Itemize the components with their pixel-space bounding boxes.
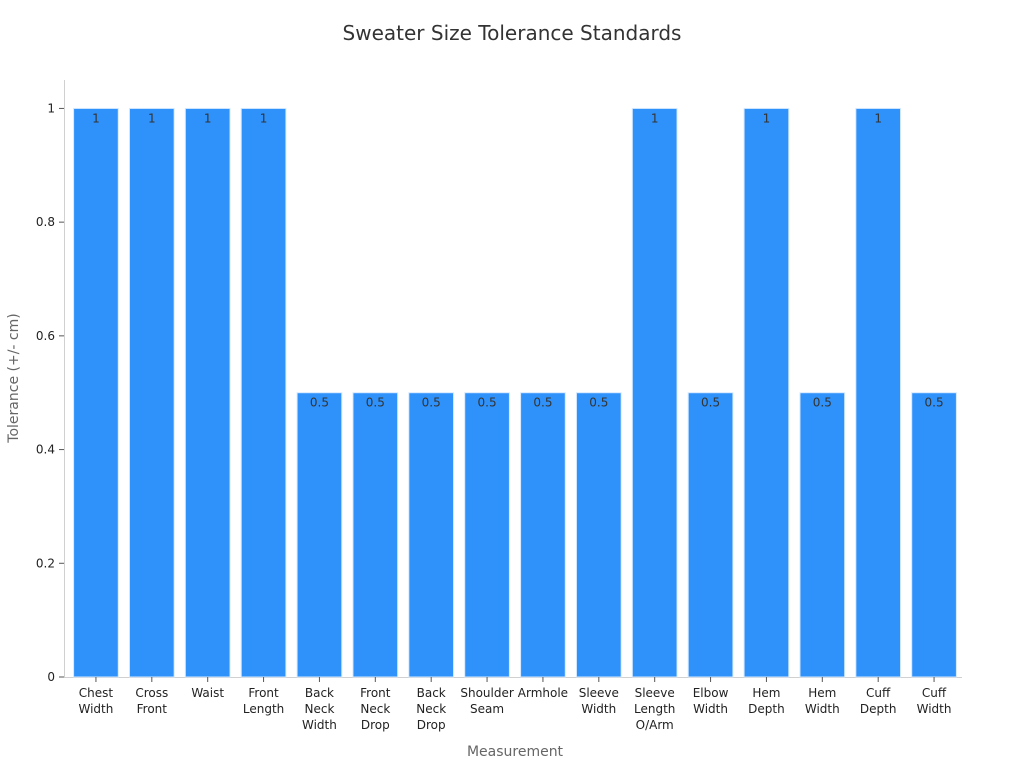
- data-label: 1: [763, 111, 771, 125]
- x-tick-label: Back Neck Width: [302, 686, 337, 732]
- data-label: 0.5: [701, 396, 720, 410]
- x-tick-label: Front Length: [243, 686, 284, 716]
- bar: [73, 107, 119, 678]
- y-tick-label: 0.4: [36, 443, 55, 457]
- x-tick-label: Back Neck Drop: [416, 686, 446, 732]
- data-label: 1: [651, 111, 659, 125]
- y-tick-label: 1: [47, 101, 55, 115]
- bar: [575, 392, 622, 678]
- x-tick-label: Cross Front: [135, 686, 168, 716]
- data-label: 1: [92, 111, 100, 125]
- bar: [408, 392, 455, 678]
- data-label: 0.5: [589, 396, 608, 410]
- data-label: 1: [204, 111, 212, 125]
- data-label: 0.5: [310, 396, 329, 410]
- bar: [855, 107, 902, 678]
- y-tick-label: 0.2: [36, 556, 55, 570]
- y-axis-title: Tolerance (+/- cm): [6, 313, 22, 443]
- data-label: 0.5: [533, 396, 552, 410]
- data-label: 1: [260, 111, 268, 125]
- bar: [296, 392, 343, 678]
- x-tick-label: Front Neck Drop: [360, 686, 391, 732]
- data-label: 0.5: [422, 396, 441, 410]
- y-tick-label: 0.8: [36, 215, 55, 229]
- x-tick-label: Shoulder Seam: [460, 686, 514, 716]
- x-tick-label: Cuff Depth: [860, 686, 897, 716]
- bars: [73, 107, 957, 678]
- bar: [687, 392, 734, 678]
- x-tick-label: Hem Width: [805, 686, 840, 716]
- bar: [352, 392, 399, 678]
- x-tick-label: Hem Depth: [748, 686, 785, 716]
- x-tick-label: Sleeve Width: [579, 686, 619, 716]
- bar: [464, 392, 510, 678]
- bar: [520, 392, 566, 678]
- bar: [631, 107, 678, 678]
- bar: [799, 392, 846, 678]
- x-tick-label: Sleeve Length O/Arm: [634, 686, 675, 732]
- bar: [743, 107, 790, 678]
- x-axis-title: Measurement: [467, 744, 564, 760]
- bar: [240, 107, 287, 678]
- x-tick-label: Chest Width: [79, 686, 114, 716]
- data-labels: 1 1 1 1 0.5 0.5 0.5 0.5 0.5 0.5 1 0.5 1 0.5 1 0.5: [92, 111, 943, 409]
- data-label: 0.5: [366, 396, 385, 410]
- data-label: 0.5: [925, 396, 944, 410]
- x-tick-label: Cuff Width: [917, 686, 952, 716]
- data-label: 1: [874, 111, 882, 125]
- bar: [184, 107, 231, 678]
- bar: [128, 107, 175, 678]
- bar: [911, 392, 957, 678]
- x-tick-label: Armhole: [518, 686, 568, 700]
- chart-title: Sweater Size Tolerance Standards: [343, 21, 682, 45]
- x-tick-label: Elbow Width: [693, 686, 729, 716]
- y-tick-label: 0.6: [36, 329, 55, 343]
- data-label: 0.5: [478, 396, 497, 410]
- y-ticks: 0 0.2 0.4 0.6 0.8 1: [36, 101, 64, 684]
- x-tick-labels: Chest Width Cross Front Waist Front Length Back…: [79, 677, 952, 732]
- data-label: 1: [148, 111, 156, 125]
- y-tick-label: 0: [47, 670, 55, 684]
- data-label: 0.5: [813, 396, 832, 410]
- x-tick-label: Waist: [191, 686, 224, 700]
